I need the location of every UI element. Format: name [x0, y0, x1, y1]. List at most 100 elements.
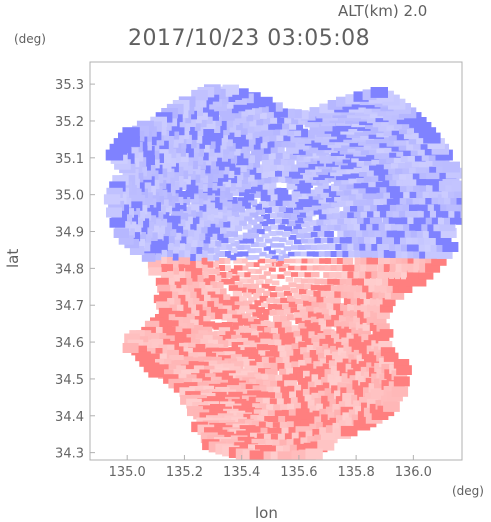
velocity-cell: [309, 350, 322, 358]
velocity-cell: [337, 217, 348, 225]
velocity-cell: [263, 271, 271, 276]
velocity-cell: [349, 285, 361, 293]
velocity-cell: [367, 304, 380, 313]
velocity-cell: [305, 305, 316, 312]
velocity-cell: [431, 143, 449, 155]
velocity-cell: [199, 278, 211, 286]
velocity-cell: [325, 258, 335, 264]
velocity-cell: [192, 352, 206, 361]
velocity-cell: [247, 227, 257, 234]
velocity-cell: [153, 294, 168, 304]
velocity-cell: [258, 368, 271, 377]
velocity-cell: [359, 197, 373, 206]
velocity-cell: [265, 182, 277, 189]
velocity-cell: [234, 214, 245, 221]
velocity-cell: [277, 274, 285, 279]
velocity-cell: [242, 244, 251, 250]
velocity-cell: [330, 218, 341, 225]
velocity-cell: [231, 172, 244, 180]
velocity-cell: [311, 301, 321, 308]
velocity-cell: [190, 210, 203, 218]
velocity-cell: [351, 344, 365, 353]
velocity-cell: [366, 291, 379, 299]
velocity-cell: [281, 321, 292, 328]
velocity-cell: [342, 358, 356, 367]
velocity-cell: [238, 325, 250, 333]
velocity-field: [103, 84, 462, 460]
velocity-cell: [396, 365, 412, 375]
velocity-cell: [317, 352, 331, 361]
velocity-cell: [271, 327, 282, 335]
velocity-cell: [286, 332, 298, 340]
velocity-cell: [337, 230, 348, 238]
velocity-cell: [254, 216, 264, 222]
velocity-cell: [294, 128, 308, 138]
velocity-cell: [363, 310, 376, 319]
velocity-cell: [329, 271, 339, 278]
chart-title: 2017/10/23 03:05:08: [128, 26, 371, 51]
velocity-cell: [221, 313, 233, 321]
velocity-cell: [277, 260, 284, 265]
velocity-cell: [265, 333, 277, 340]
velocity-cell: [346, 348, 360, 357]
velocity-cell: [369, 351, 383, 361]
velocity-cell: [272, 351, 285, 359]
velocity-cell: [158, 307, 173, 317]
velocity-cell: [288, 265, 296, 271]
velocity-cell: [301, 258, 310, 264]
velocity-cell: [129, 246, 145, 255]
velocity-cell: [228, 268, 238, 275]
velocity-cell: [354, 257, 366, 265]
velocity-cell: [306, 344, 319, 353]
velocity-cell: [251, 255, 260, 260]
velocity-cell: [230, 180, 242, 188]
velocity-cell: [334, 224, 345, 231]
velocity-cell: [381, 364, 397, 374]
velocity-cell: [324, 265, 334, 271]
velocity-cell: [253, 223, 262, 230]
velocity-cell: [250, 324, 261, 331]
velocity-cell: [313, 361, 326, 370]
velocity-cell: [258, 350, 270, 358]
velocity-cell: [319, 338, 332, 347]
velocity-cell: [343, 217, 355, 224]
velocity-cell: [293, 239, 302, 245]
velocity-cell: [207, 281, 218, 289]
y-tick-label: 35.0: [55, 189, 84, 204]
velocity-cell: [357, 298, 369, 306]
velocity-cell: [197, 250, 208, 258]
velocity-cell: [157, 284, 171, 293]
velocity-cell: [328, 340, 341, 348]
velocity-cell: [286, 183, 298, 190]
velocity-cell: [139, 357, 155, 367]
velocity-cell: [237, 150, 251, 159]
velocity-cell: [256, 379, 270, 389]
velocity-cell: [245, 278, 255, 284]
velocity-cell: [440, 228, 457, 238]
velocity-cell: [284, 133, 298, 142]
velocity-cell: [160, 271, 174, 279]
velocity-cell: [288, 195, 299, 202]
velocity-cell: [268, 157, 281, 165]
velocity-cell: [218, 327, 231, 335]
velocity-cell: [233, 258, 242, 264]
velocity-cell: [323, 185, 335, 193]
velocity-cell: [230, 361, 244, 370]
velocity-cell: [246, 206, 256, 213]
velocity-cell: [242, 155, 255, 163]
velocity-cell: [148, 367, 164, 378]
velocity-cell: [456, 193, 462, 205]
velocity-cell: [303, 284, 313, 290]
velocity-cell: [254, 355, 267, 364]
velocity-cell: [353, 223, 365, 231]
velocity-cell: [351, 278, 363, 286]
velocity-cell: [398, 284, 413, 293]
velocity-cell: [269, 310, 279, 316]
velocity-cell: [320, 278, 331, 285]
velocity-cell: [286, 164, 299, 172]
velocity-cell: [280, 315, 290, 322]
velocity-cell: [339, 237, 350, 244]
velocity-cell: [340, 291, 352, 299]
velocity-cell: [225, 225, 235, 231]
velocity-cell: [263, 246, 271, 251]
